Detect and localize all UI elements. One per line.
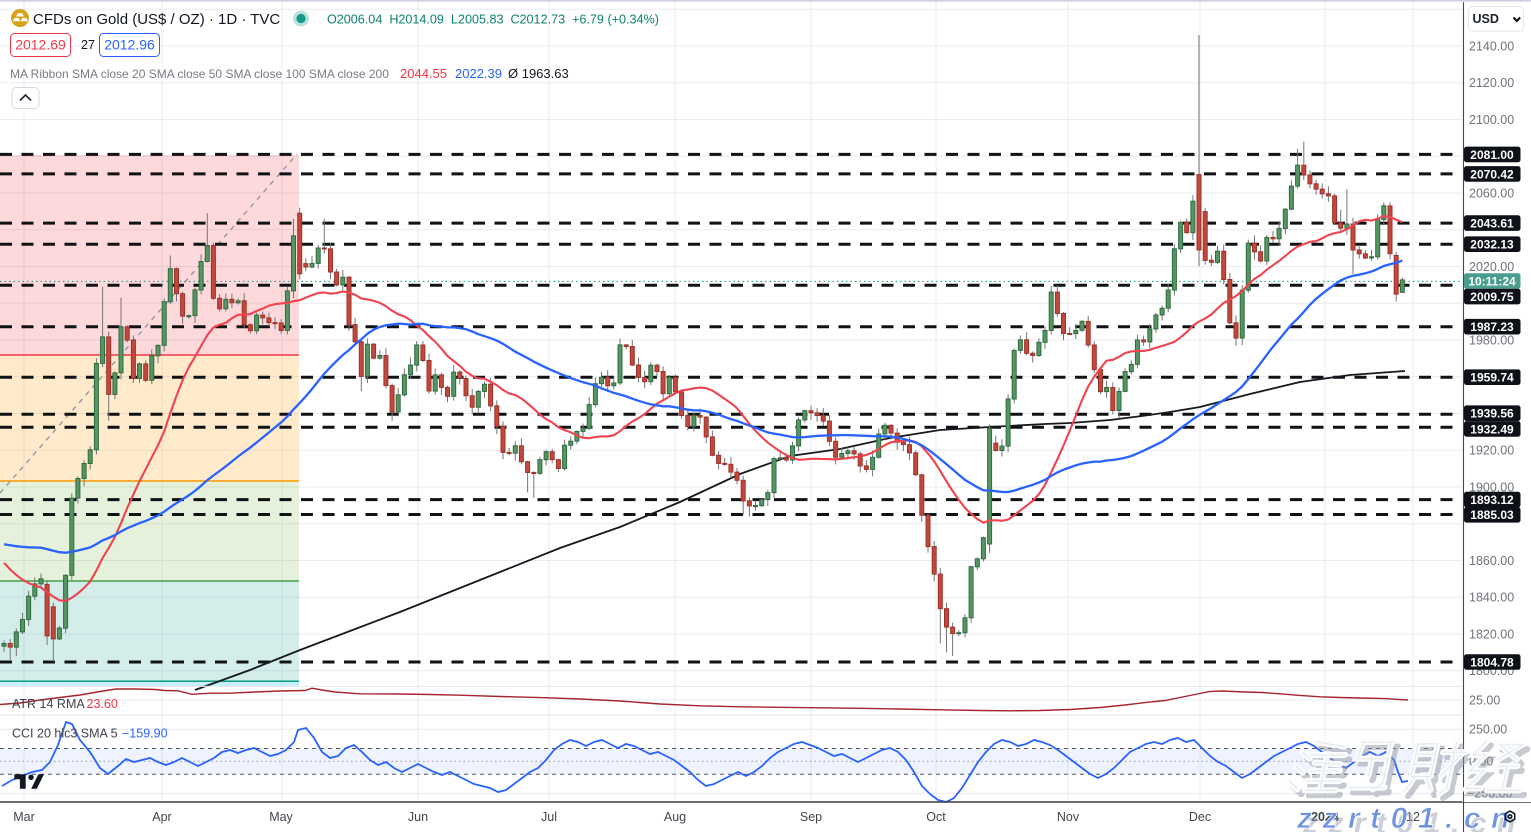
svg-text:1893.12: 1893.12 <box>1470 493 1514 507</box>
svg-text:−159.90: −159.90 <box>122 727 168 741</box>
svg-text:2009.75: 2009.75 <box>1470 290 1514 304</box>
svg-text:10:11:24: 10:11:24 <box>1468 274 1516 288</box>
svg-text:2070.42: 2070.42 <box>1470 167 1514 181</box>
svg-text:Jul: Jul <box>541 810 557 824</box>
svg-text:Dec: Dec <box>1189 810 1211 824</box>
svg-text:zzrt01.cn: zzrt01.cn <box>1302 807 1526 832</box>
svg-text:May: May <box>269 810 293 824</box>
svg-text:zzrt01.cn: zzrt01.cn <box>1296 802 1520 832</box>
svg-text:2020.00: 2020.00 <box>1469 260 1514 274</box>
svg-text:Aug: Aug <box>664 810 686 824</box>
svg-text:2043.61: 2043.61 <box>1470 217 1514 231</box>
svg-text:2100.00: 2100.00 <box>1469 113 1514 127</box>
svg-text:MA Ribbon SMA close 20 SMA clo: MA Ribbon SMA close 20 SMA close 50 SMA … <box>10 67 389 81</box>
svg-text:2022.39: 2022.39 <box>455 66 502 81</box>
svg-text:1804.78: 1804.78 <box>1470 655 1514 669</box>
svg-text:O2006.04 H2014.09 L2005.83: O2006.04 H2014.09 L2005.83 C2012.73 +6.7… <box>327 13 659 27</box>
svg-text:2012.69: 2012.69 <box>15 37 66 53</box>
svg-text:2024: 2024 <box>1311 810 1339 824</box>
svg-text:1860.00: 1860.00 <box>1469 554 1514 568</box>
svg-text:CCI 20 hlc3 SMA 5: CCI 20 hlc3 SMA 5 <box>12 727 118 741</box>
svg-text:1885.03: 1885.03 <box>1470 508 1514 522</box>
svg-text:Mar: Mar <box>13 810 35 824</box>
svg-text:2060.00: 2060.00 <box>1469 186 1514 200</box>
svg-text:1987.23: 1987.23 <box>1470 320 1514 334</box>
svg-text:2012.96: 2012.96 <box>104 37 155 53</box>
svg-text:2044.55: 2044.55 <box>400 66 447 81</box>
svg-text:1980.00: 1980.00 <box>1469 333 1514 347</box>
svg-text:Jun: Jun <box>408 810 428 824</box>
svg-text:2032.13: 2032.13 <box>1470 238 1514 252</box>
svg-text:1939.56: 1939.56 <box>1470 407 1514 421</box>
svg-text:12: 12 <box>1406 810 1420 824</box>
svg-text:Nov: Nov <box>1057 810 1080 824</box>
svg-text:23.60: 23.60 <box>87 697 118 711</box>
svg-text:ATR 14 RMA: ATR 14 RMA <box>12 697 85 711</box>
svg-text:1920.00: 1920.00 <box>1469 444 1514 458</box>
svg-text:2140.00: 2140.00 <box>1469 39 1514 53</box>
svg-text:27: 27 <box>81 38 95 52</box>
svg-text:Ø 1963.63: Ø 1963.63 <box>508 66 569 81</box>
svg-text:Sep: Sep <box>800 810 822 824</box>
svg-text:USD: USD <box>1473 12 1499 26</box>
svg-text:1820.00: 1820.00 <box>1469 627 1514 641</box>
svg-text:2081.00: 2081.00 <box>1470 148 1514 162</box>
svg-text:CFDs on Gold (US$ / OZ) · 1D ·: CFDs on Gold (US$ / OZ) · 1D · TVC <box>33 11 280 28</box>
svg-text:2120.00: 2120.00 <box>1469 76 1514 90</box>
svg-text:1840.00: 1840.00 <box>1469 591 1514 605</box>
svg-text:250.00: 250.00 <box>1469 723 1507 737</box>
svg-text:Apr: Apr <box>152 810 171 824</box>
svg-text:1932.49: 1932.49 <box>1470 422 1514 436</box>
svg-text:Oct: Oct <box>926 810 946 824</box>
svg-text:1959.74: 1959.74 <box>1470 371 1514 385</box>
svg-text:1900.00: 1900.00 <box>1469 480 1514 494</box>
svg-text:25.00: 25.00 <box>1469 693 1500 707</box>
